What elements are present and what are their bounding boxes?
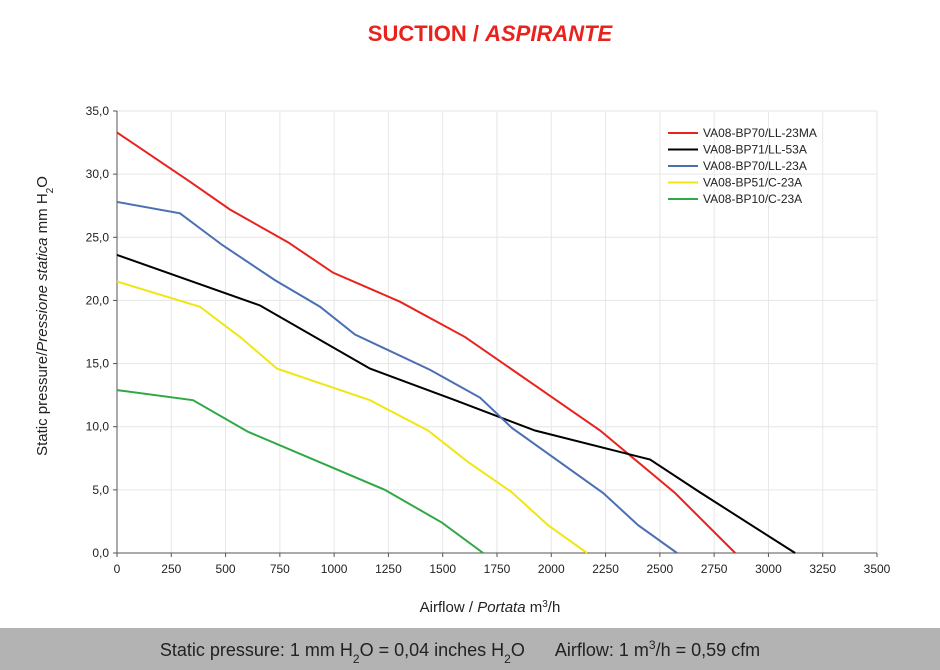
x-tick-label: 1000 bbox=[321, 562, 348, 576]
chart-title: SUCTION / ASPIRANTE bbox=[368, 21, 614, 46]
footer-bar bbox=[0, 628, 940, 670]
text-part: 2 bbox=[45, 187, 56, 193]
y-tick-label: 10,0 bbox=[86, 420, 110, 434]
y-tick-label: 30,0 bbox=[86, 167, 110, 181]
text-part: /h = 0,59 cfm bbox=[656, 640, 761, 660]
legend-label: VA08-BP70/LL-23A bbox=[703, 159, 807, 173]
x-axis-title: Airflow / Portata m3/h bbox=[420, 599, 561, 617]
x-tick-label: 750 bbox=[270, 562, 290, 576]
text-part: Pressione statica bbox=[34, 237, 51, 351]
series-line bbox=[116, 200, 678, 554]
text-part: O bbox=[511, 640, 525, 660]
text-part: Static pressure: 1 mm H bbox=[160, 640, 353, 660]
text-part: Portata bbox=[477, 599, 525, 616]
series-line bbox=[116, 131, 736, 554]
text-part: Static pressure/ bbox=[34, 351, 51, 456]
series-line bbox=[116, 280, 588, 554]
x-tick-label: 1500 bbox=[429, 562, 456, 576]
y-tick-label: 0,0 bbox=[92, 546, 109, 560]
x-tick-label: 250 bbox=[161, 562, 181, 576]
x-tick-label: 2500 bbox=[647, 562, 674, 576]
x-tick-label: 2750 bbox=[701, 562, 728, 576]
text-part: mm H bbox=[34, 193, 51, 237]
text-part: 3 bbox=[542, 599, 548, 610]
x-tick-label: 3000 bbox=[755, 562, 782, 576]
y-tick-label: 20,0 bbox=[86, 293, 110, 307]
text-part: m bbox=[526, 599, 543, 616]
text-part: SUCTION / bbox=[368, 21, 485, 46]
text-part: 3 bbox=[649, 638, 656, 652]
text-part: 2 bbox=[353, 652, 360, 666]
x-tick-label: 1250 bbox=[375, 562, 402, 576]
y-tick-label: 15,0 bbox=[86, 357, 110, 371]
footer-note: Static pressure: 1 mm H2O = 0,04 inches … bbox=[160, 638, 760, 666]
y-axis-title: Static pressure/Pressione statica mm H2O bbox=[34, 176, 56, 456]
x-tick-label: 3250 bbox=[809, 562, 836, 576]
text-part: 2 bbox=[504, 652, 511, 666]
legend-label: VA08-BP70/LL-23MA bbox=[703, 126, 817, 140]
series-line bbox=[116, 254, 796, 554]
legend-label: VA08-BP71/LL-53A bbox=[703, 143, 807, 157]
x-tick-label: 0 bbox=[114, 562, 121, 576]
x-tick-label: 1750 bbox=[484, 562, 511, 576]
text-part: Airflow: 1 m bbox=[555, 640, 649, 660]
x-tick-label: 500 bbox=[216, 562, 236, 576]
text-part: /h bbox=[548, 599, 561, 616]
legend-label: VA08-BP10/C-23A bbox=[703, 192, 802, 206]
y-tick-label: 35,0 bbox=[86, 104, 110, 118]
series-line bbox=[116, 389, 484, 554]
x-tick-label: 3500 bbox=[864, 562, 891, 576]
legend-label: VA08-BP51/C-23A bbox=[703, 176, 802, 190]
text-part: O = 0,04 inches H bbox=[360, 640, 505, 660]
y-tick-label: 25,0 bbox=[86, 230, 110, 244]
x-tick-label: 2000 bbox=[538, 562, 565, 576]
text-part: ASPIRANTE bbox=[484, 21, 613, 46]
y-tick-label: 5,0 bbox=[92, 483, 109, 497]
text-part: Airflow / bbox=[420, 599, 478, 616]
text-part: O bbox=[34, 176, 51, 188]
x-tick-label: 2250 bbox=[592, 562, 619, 576]
